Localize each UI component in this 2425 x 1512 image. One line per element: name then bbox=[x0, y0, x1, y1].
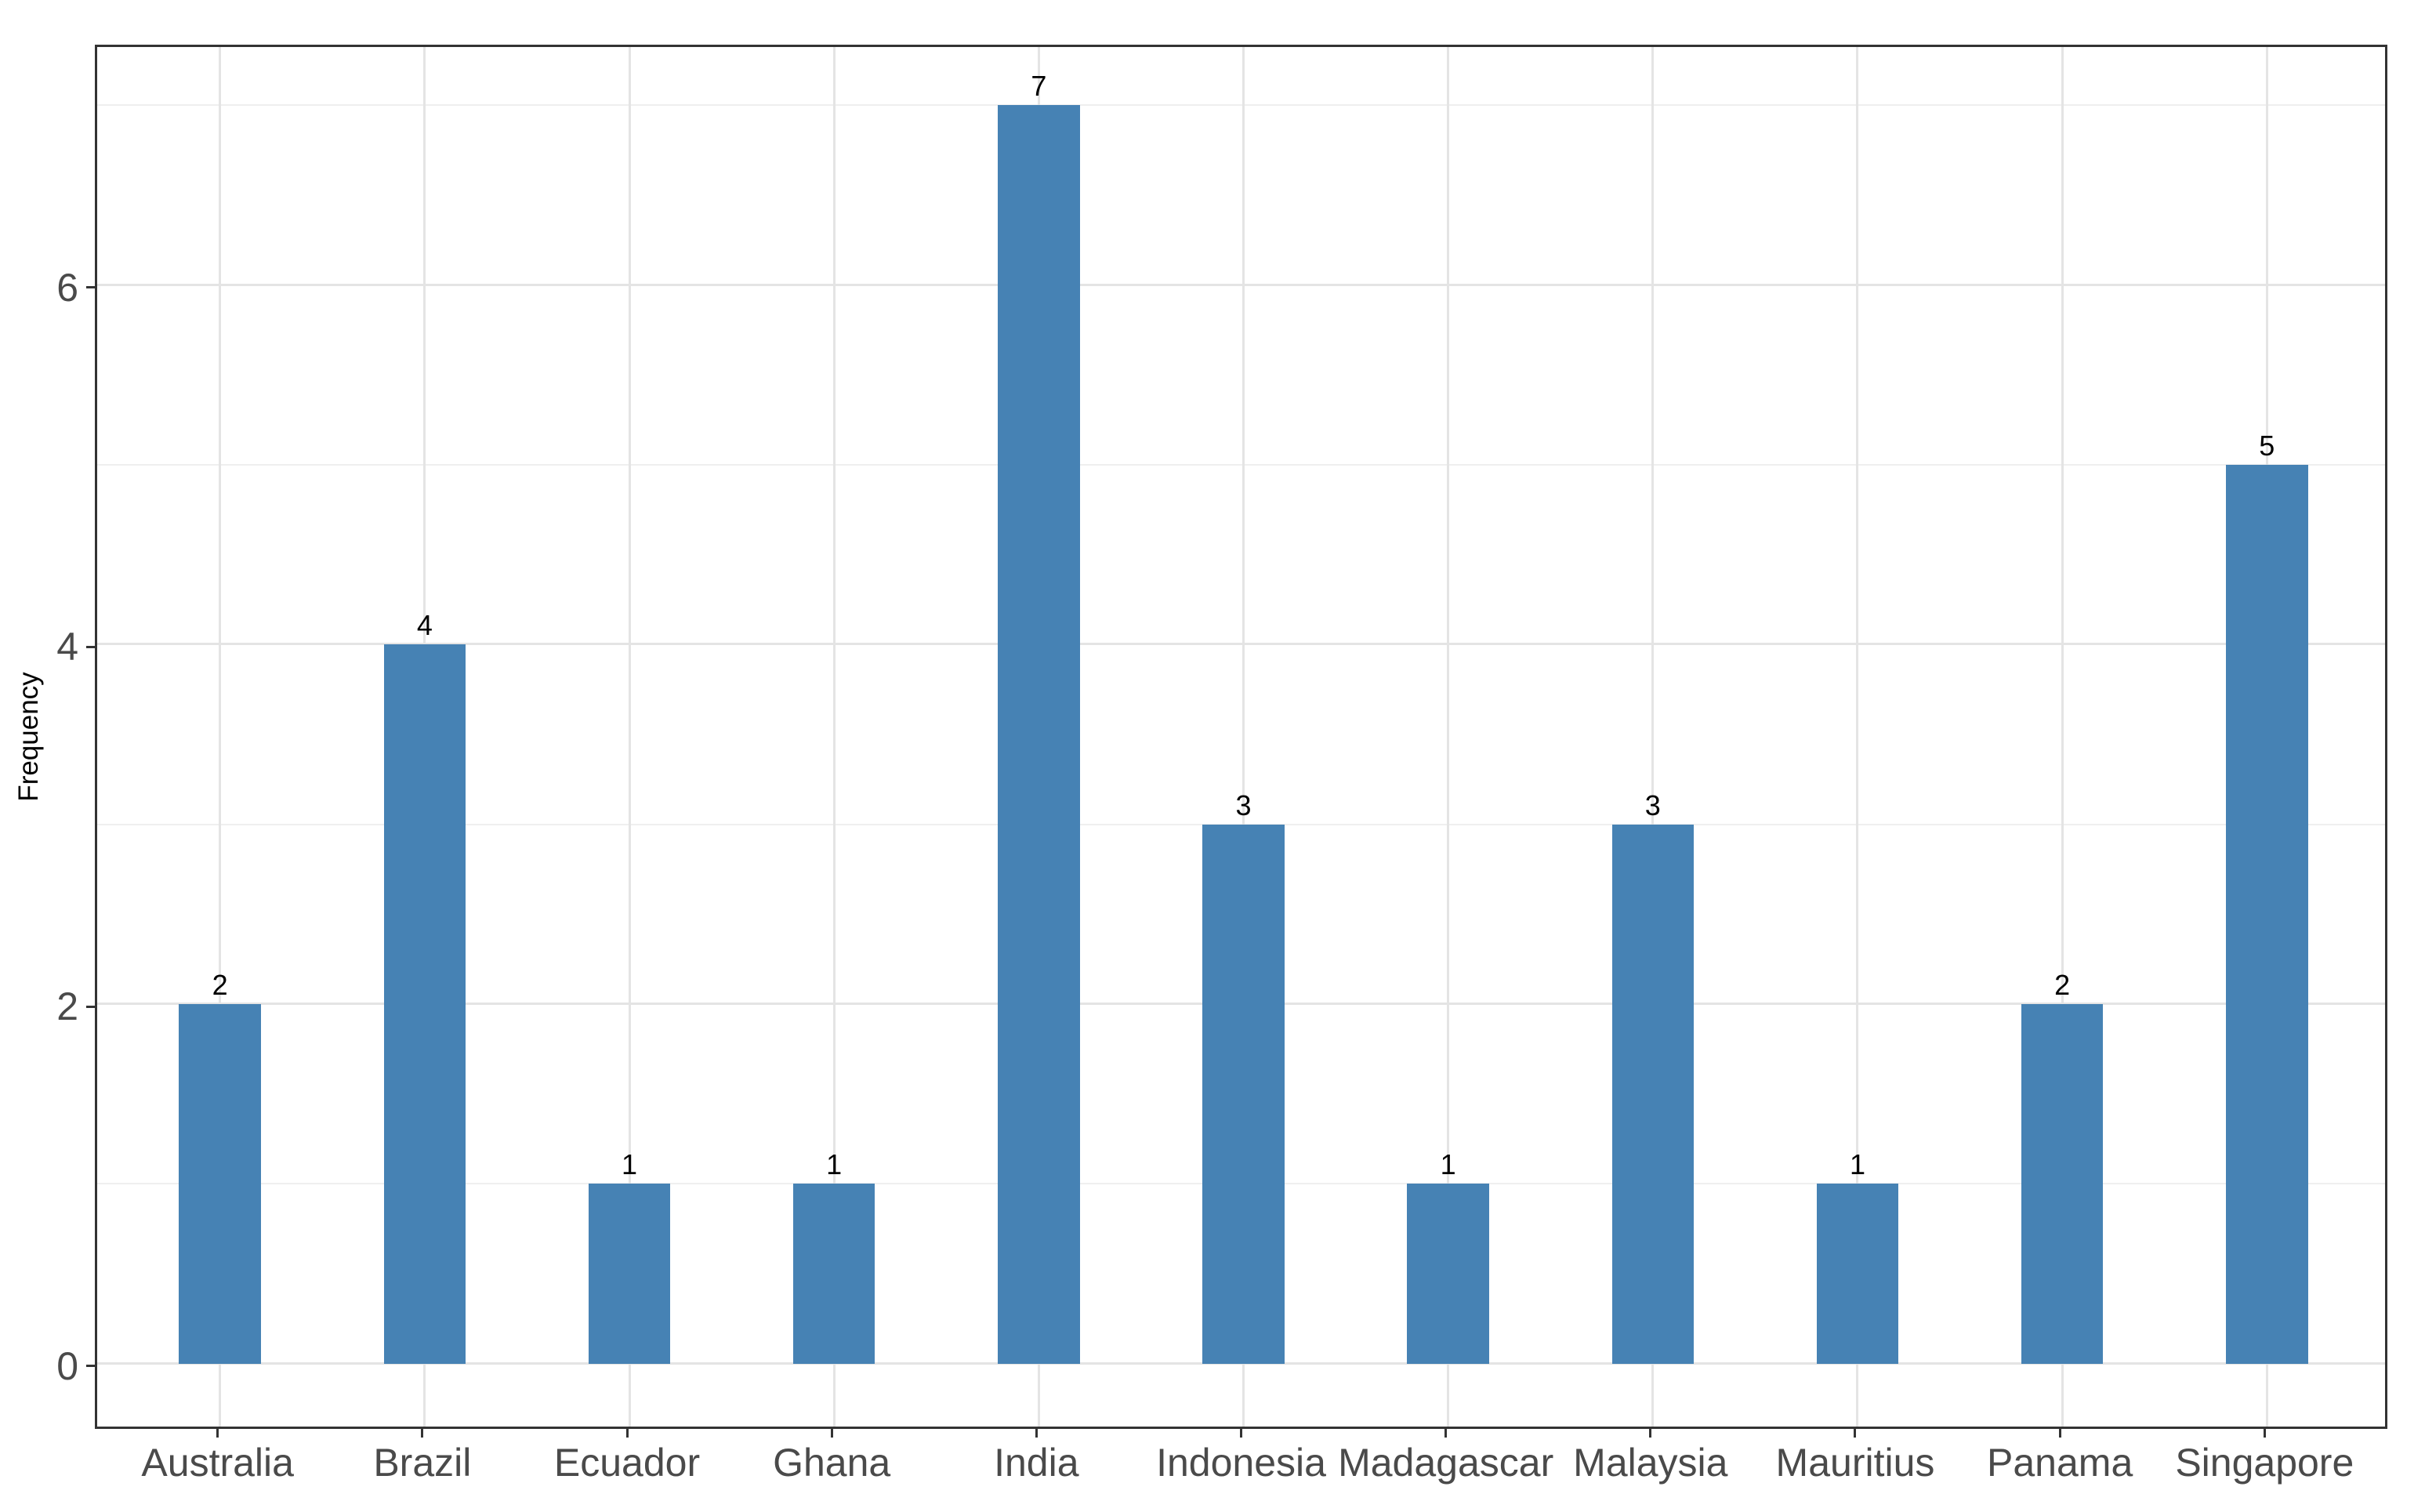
x-tick-mark-brazil bbox=[421, 1429, 424, 1438]
y-tick-mark-0 bbox=[86, 1365, 95, 1368]
bar-indonesia bbox=[1202, 824, 1285, 1364]
x-tick-label-ecuador: Ecuador bbox=[553, 1441, 701, 1485]
bar-value-label-mauritius: 1 bbox=[1849, 1148, 1865, 1181]
bar-value-label-madagascar: 1 bbox=[1440, 1148, 1456, 1181]
x-tick-label-india: India bbox=[994, 1441, 1079, 1485]
x-tick-mark-malaysia bbox=[1649, 1429, 1652, 1438]
gridline-x-panama bbox=[2061, 47, 2064, 1427]
y-tick-mark-4 bbox=[86, 645, 95, 648]
gridline-major-y-4 bbox=[97, 643, 2385, 646]
x-tick-mark-panama bbox=[2058, 1429, 2061, 1438]
x-tick-mark-australia bbox=[216, 1429, 219, 1438]
x-tick-label-ghana: Ghana bbox=[773, 1441, 891, 1485]
bar-value-label-australia: 2 bbox=[212, 969, 228, 1002]
bar-madagascar bbox=[1407, 1184, 1489, 1364]
y-axis-title: Frequency bbox=[13, 672, 44, 802]
bar-value-label-malaysia: 3 bbox=[1644, 789, 1661, 821]
bar-malaysia bbox=[1611, 824, 1695, 1364]
gridline-minor-y-7 bbox=[97, 104, 2385, 107]
gridline-x-australia bbox=[219, 47, 222, 1427]
x-tick-label-madagascar: Madagascar bbox=[1338, 1441, 1554, 1485]
gridline-x-madagascar bbox=[1447, 47, 1450, 1427]
x-tick-mark-india bbox=[1035, 1429, 1038, 1438]
x-tick-label-singapore: Singapore bbox=[2175, 1441, 2354, 1485]
bar-ecuador bbox=[588, 1184, 671, 1364]
x-tick-label-malaysia: Malaysia bbox=[1573, 1441, 1728, 1485]
gridline-x-mauritius bbox=[1856, 47, 1859, 1427]
gridline-x-malaysia bbox=[1651, 47, 1655, 1427]
x-tick-label-indonesia: Indonesia bbox=[1156, 1441, 1326, 1485]
bar-mauritius bbox=[1816, 1184, 1899, 1364]
gridline-major-y-6 bbox=[97, 283, 2385, 286]
bar-singapore bbox=[2226, 464, 2308, 1364]
x-tick-label-mauritius: Mauritius bbox=[1775, 1441, 1935, 1485]
y-tick-mark-6 bbox=[86, 286, 95, 289]
bar-value-label-brazil: 4 bbox=[416, 609, 433, 642]
x-tick-label-australia: Australia bbox=[141, 1441, 294, 1485]
y-tick-label-0: 0 bbox=[56, 1343, 78, 1388]
gridline-x-ghana bbox=[832, 47, 836, 1427]
x-tick-mark-ghana bbox=[830, 1429, 833, 1438]
y-tick-label-4: 4 bbox=[56, 625, 78, 669]
y-tick-label-6: 6 bbox=[56, 265, 78, 310]
x-tick-mark-singapore bbox=[2263, 1429, 2266, 1438]
x-tick-mark-indonesia bbox=[1240, 1429, 1242, 1438]
gridline-minor-y-5 bbox=[97, 463, 2385, 466]
gridline-x-indonesia bbox=[1242, 47, 1245, 1427]
bar-value-label-panama: 2 bbox=[2054, 969, 2071, 1002]
bar-value-label-singapore: 5 bbox=[2259, 429, 2275, 462]
bar-india bbox=[998, 105, 1080, 1364]
x-tick-label-panama: Panama bbox=[1987, 1441, 2133, 1485]
y-tick-label-2: 2 bbox=[56, 984, 78, 1029]
x-tick-mark-madagascar bbox=[1444, 1429, 1448, 1438]
x-tick-mark-mauritius bbox=[1854, 1429, 1857, 1438]
bar-ghana bbox=[792, 1184, 875, 1364]
bar-value-label-ecuador: 1 bbox=[622, 1148, 638, 1181]
bar-australia bbox=[179, 1004, 261, 1364]
x-tick-mark-ecuador bbox=[625, 1429, 629, 1438]
bar-value-label-indonesia: 3 bbox=[1235, 789, 1252, 821]
bar-brazil bbox=[383, 644, 466, 1364]
y-tick-mark-2 bbox=[86, 1005, 95, 1008]
bar-panama bbox=[2021, 1004, 2104, 1364]
gridline-x-ecuador bbox=[628, 47, 631, 1427]
bar-value-label-india: 7 bbox=[1031, 70, 1047, 103]
bar-value-label-ghana: 1 bbox=[826, 1148, 843, 1181]
x-tick-label-brazil: Brazil bbox=[373, 1441, 472, 1485]
